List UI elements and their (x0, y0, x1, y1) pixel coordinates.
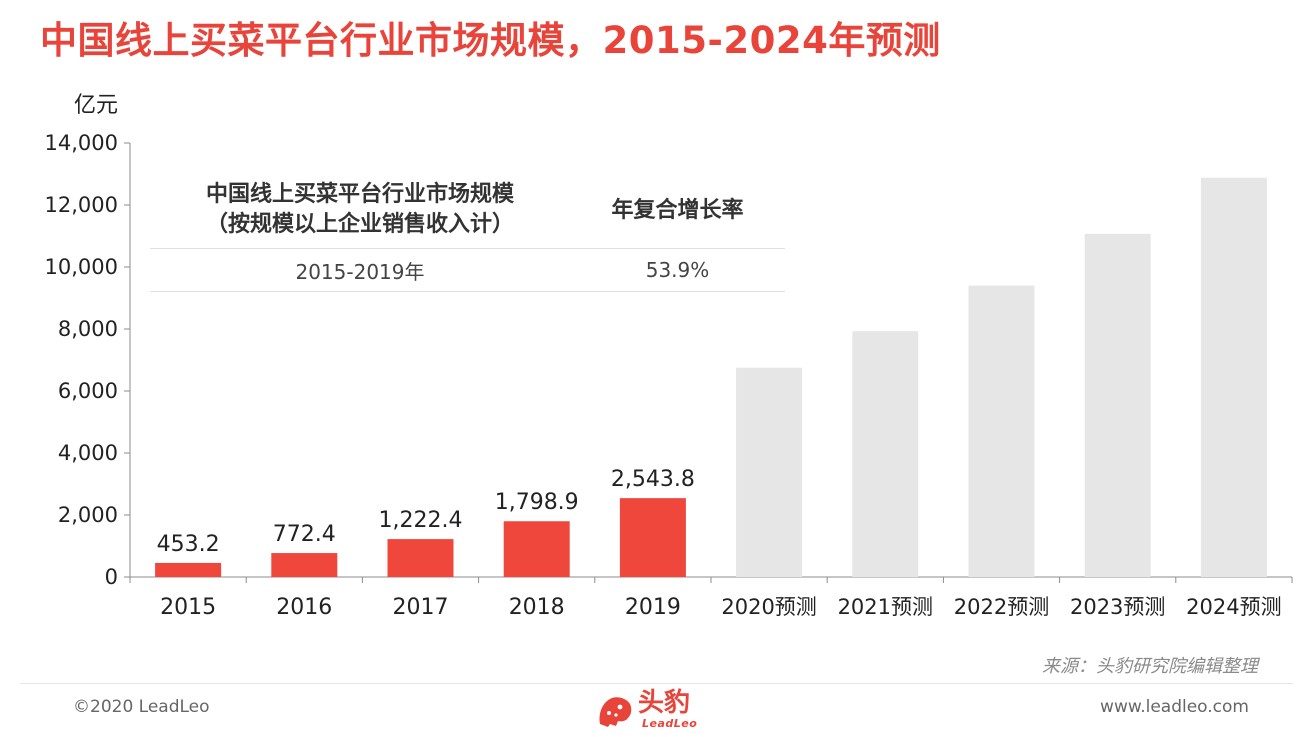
x-tick-label: 2021预测 (838, 595, 933, 619)
bar (1084, 233, 1151, 577)
cagr-table-row: 2015-2019年 53.9% (150, 249, 785, 292)
data-label: 1,222.4 (379, 508, 463, 533)
footer-divider (20, 683, 1293, 684)
bar (1200, 177, 1267, 577)
x-tick-label: 2020预测 (721, 595, 816, 619)
leadleo-logo: 头豹 LeadLeo (596, 688, 726, 734)
x-tick-label: 2015 (160, 595, 216, 620)
bar (271, 553, 338, 577)
bar (619, 498, 686, 577)
y-tick-label: 10,000 (45, 255, 118, 279)
x-tick-label: 2018 (509, 595, 565, 620)
bar (968, 285, 1035, 577)
y-tick-label: 2,000 (58, 503, 118, 527)
x-tick-label: 2019 (625, 595, 681, 620)
logo-text-en: LeadLeo (642, 717, 698, 730)
y-tick-label: 14,000 (45, 131, 118, 155)
data-label: 772.4 (273, 522, 336, 547)
y-axis-label: 亿元 (74, 93, 118, 118)
x-tick-label: 2017 (393, 595, 449, 620)
website-link[interactable]: www.leadleo.com (1100, 697, 1249, 717)
cagr-rate: 53.9% (645, 258, 710, 282)
bar (387, 539, 454, 577)
y-tick-label: 6,000 (58, 379, 118, 403)
source-note: 来源：头豹研究院编辑整理 (1042, 656, 1258, 677)
leopard-head-icon (599, 697, 632, 727)
y-tick-label: 0 (105, 565, 118, 589)
cagr-header-rate: 年复合增长率 (611, 198, 744, 223)
y-tick-label: 12,000 (45, 193, 118, 217)
y-tick-label: 4,000 (58, 441, 118, 465)
bar (736, 367, 803, 577)
x-tick-label: 2024预测 (1186, 595, 1281, 619)
chart-title: 中国线上买菜平台行业市场规模，2015-2024年预测 (40, 19, 941, 62)
logo-text-cn: 头豹 (638, 688, 691, 718)
y-tick-label: 8,000 (58, 317, 118, 341)
cagr-table: 中国线上买菜平台行业市场规模 （按规模以上企业销售收入计） 年复合增长率 201… (150, 180, 785, 292)
x-tick-label: 2023预测 (1070, 595, 1165, 619)
x-tick-label: 2016 (276, 595, 332, 620)
data-label: 1,798.9 (495, 490, 579, 515)
cagr-header-metric-line1: 中国线上买菜平台行业市场规模 (205, 182, 514, 207)
copyright-text: ©2020 LeadLeo (73, 697, 210, 717)
bar-chart: 亿元 0 2,000 4,000 6,000 8,000 10,000 12,000 14,00… (45, 93, 1293, 620)
cagr-header-metric-line2: （按规模以上企业销售收入计） (205, 212, 514, 237)
data-label: 2,543.8 (611, 467, 695, 492)
x-tick-label: 2022预测 (954, 595, 1049, 619)
cagr-period: 2015-2019年 (295, 259, 425, 284)
bar (852, 331, 919, 577)
bar (503, 521, 570, 577)
bar (155, 562, 222, 577)
data-label: 453.2 (157, 532, 220, 557)
cagr-table-header: 中国线上买菜平台行业市场规模 （按规模以上企业销售收入计） 年复合增长率 (150, 180, 785, 249)
cagr-header-metric: 中国线上买菜平台行业市场规模 （按规模以上企业销售收入计） (150, 180, 570, 248)
